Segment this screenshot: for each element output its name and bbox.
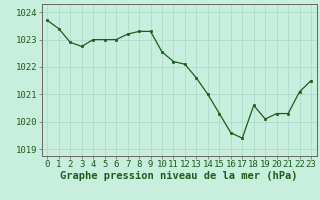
X-axis label: Graphe pression niveau de la mer (hPa): Graphe pression niveau de la mer (hPa) [60,171,298,181]
